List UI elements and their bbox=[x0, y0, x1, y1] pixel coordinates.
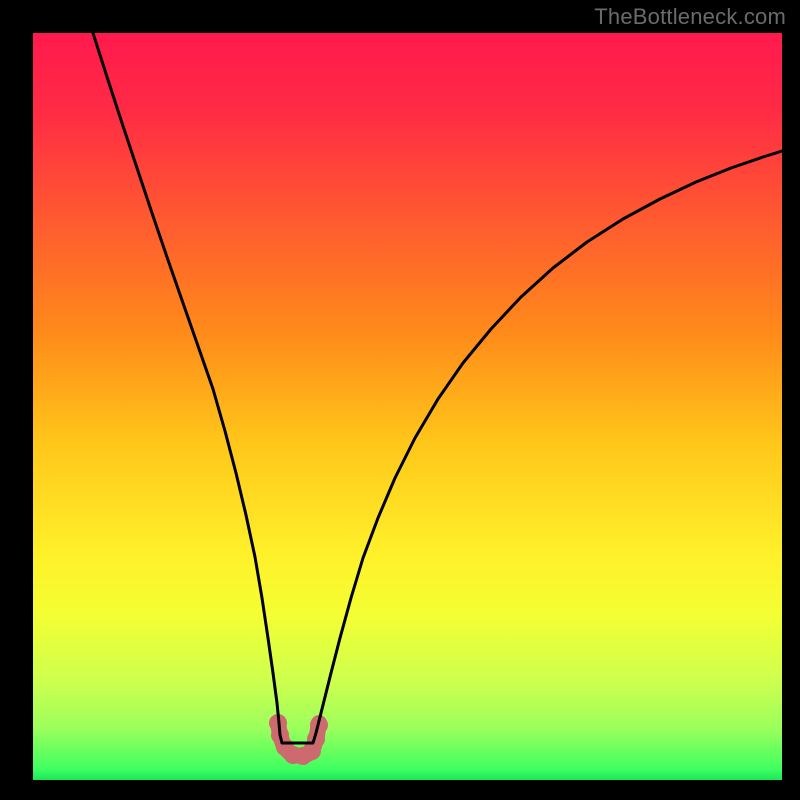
chart-svg bbox=[33, 33, 782, 780]
bottleneck-curve bbox=[93, 33, 782, 743]
frame-left bbox=[0, 0, 33, 800]
plot-area bbox=[33, 33, 782, 780]
frame-bottom bbox=[0, 780, 800, 800]
watermark-text: TheBottleneck.com bbox=[594, 4, 786, 30]
frame-right bbox=[782, 0, 800, 800]
